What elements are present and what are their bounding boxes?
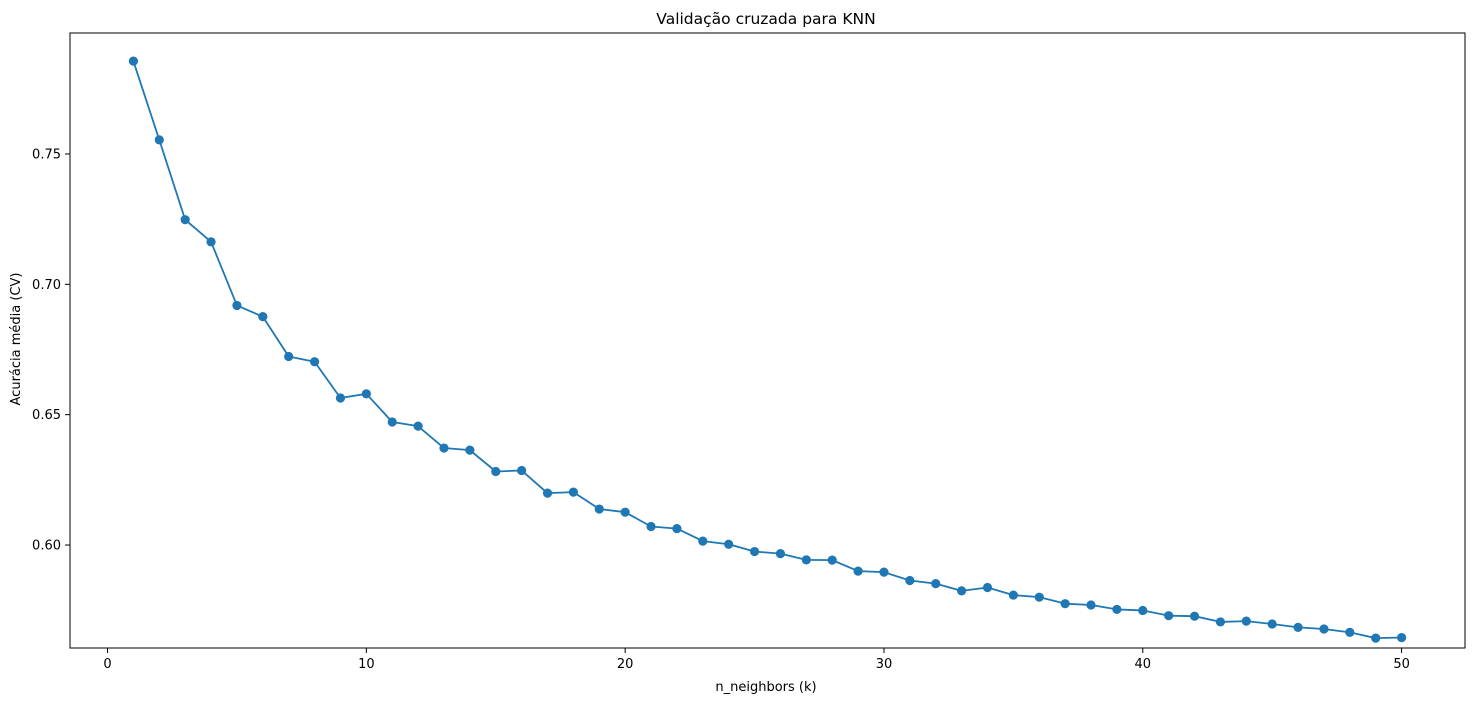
- data-point: [1189, 611, 1200, 621]
- data-point: [879, 567, 889, 577]
- data-point: [568, 487, 578, 497]
- data-point: [957, 586, 967, 596]
- data-point: [1319, 624, 1329, 634]
- data-point: [749, 546, 760, 557]
- data-point: [594, 504, 604, 514]
- data-point: [439, 443, 449, 453]
- x-tick-label: 30: [876, 657, 893, 672]
- x-axis-label: n_neighbors (k): [715, 680, 816, 695]
- data-point: [1371, 633, 1381, 643]
- data-point: [1241, 616, 1251, 626]
- x-tick-label: 50: [1393, 657, 1410, 672]
- data-point: [827, 555, 837, 565]
- data-point: [542, 488, 553, 498]
- data-point: [1138, 605, 1148, 616]
- data-point: [620, 507, 630, 517]
- data-point: [775, 549, 786, 559]
- data-point: [154, 135, 164, 145]
- y-axis-label: Acurácia média (CV): [9, 273, 24, 406]
- data-point: [1396, 632, 1407, 643]
- data-point: [387, 417, 397, 427]
- data-point: [801, 555, 811, 565]
- data-point: [284, 351, 294, 362]
- x-tick-label: 0: [103, 657, 111, 672]
- data-point: [491, 466, 501, 477]
- data-point: [1164, 611, 1174, 621]
- data-point: [853, 566, 863, 576]
- y-tick-label: 0.70: [32, 278, 61, 293]
- data-point: [1215, 617, 1226, 627]
- y-tick-label: 0.75: [32, 147, 61, 162]
- data-point: [309, 357, 320, 367]
- data-point: [413, 421, 423, 431]
- plot-area: 0 10 20 30 40 50 0.60 0.65 0.70 0.75: [32, 32, 1466, 672]
- data-point: [1008, 590, 1018, 600]
- data-point: [128, 56, 139, 66]
- data-point: [646, 521, 656, 532]
- data-point: [1060, 599, 1070, 609]
- data-point: [232, 300, 242, 311]
- x-tick-label: 10: [358, 657, 375, 672]
- data-point: [1086, 600, 1096, 610]
- data-point: [982, 582, 993, 593]
- data-point: [698, 536, 708, 546]
- data-point: [465, 445, 475, 455]
- data-point: [1345, 627, 1355, 637]
- y-tick-label: 0.60: [32, 539, 61, 554]
- data-point: [905, 575, 915, 586]
- data-point: [180, 215, 190, 225]
- data-point: [258, 312, 268, 322]
- data-point: [517, 465, 527, 476]
- data-point: [206, 237, 216, 247]
- data-point: [1112, 604, 1122, 615]
- data-point: [1293, 622, 1303, 633]
- data-point: [724, 539, 734, 549]
- y-tick-label: 0.65: [32, 408, 61, 423]
- series-line: [132, 60, 1402, 639]
- data-point: [672, 523, 682, 534]
- x-tick-label: 20: [617, 657, 634, 672]
- x-tick-label: 40: [1135, 657, 1152, 672]
- chart-title: Validação cruzada para KNN: [656, 10, 875, 28]
- data-point: [335, 393, 346, 403]
- data-point: [361, 389, 371, 399]
- plot-frame: [69, 32, 1466, 649]
- data-point: [1034, 592, 1044, 602]
- data-point: [1267, 619, 1277, 629]
- data-point: [931, 579, 941, 589]
